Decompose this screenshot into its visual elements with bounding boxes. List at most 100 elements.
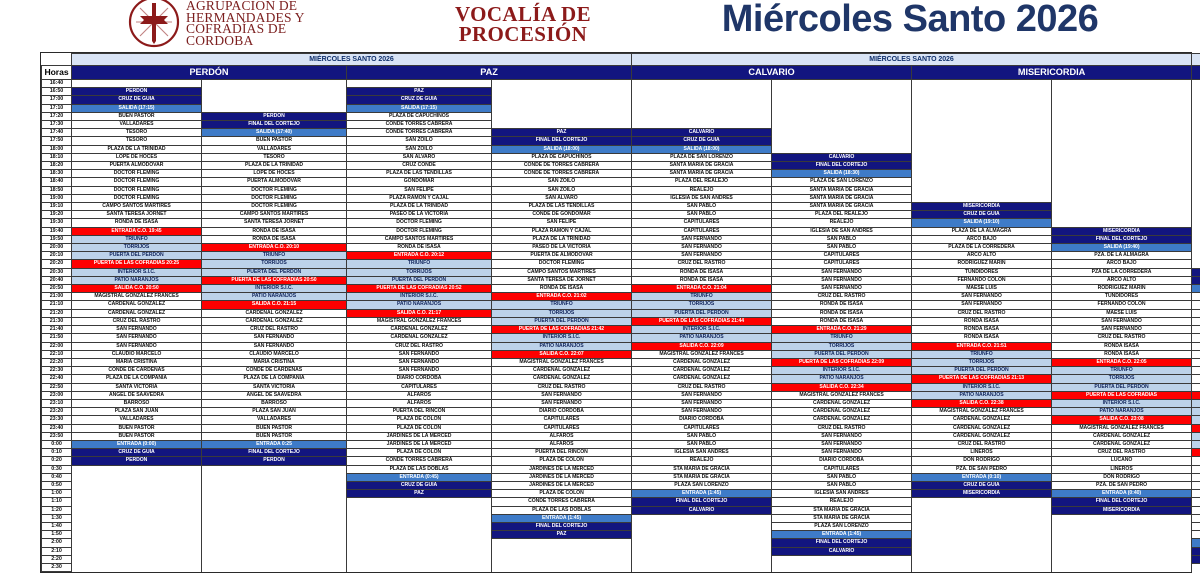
schedule-cell[interactable]: MISERICORDIA	[1052, 506, 1192, 514]
schedule-cell[interactable]: REALEJO	[632, 186, 772, 194]
schedule-cell[interactable]: PLAZA DE SAN LORENZO	[632, 153, 772, 161]
schedule-cell[interactable]: RONDA ISASA	[912, 317, 1052, 325]
schedule-cell[interactable]: ENTRADA (1:00)	[1192, 539, 1200, 547]
schedule-cell[interactable]: CRUZ DEL RASTRO	[632, 383, 772, 391]
schedule-cell[interactable]: PLAZA DE SAN LORENZO	[772, 178, 912, 186]
schedule-cell[interactable]: SALIDA (18:00)	[492, 145, 632, 153]
schedule-cell[interactable]: DOCTOR FLEMING	[202, 186, 347, 194]
schedule-cell[interactable]: STA MARIA DE GRACIA	[772, 514, 912, 522]
schedule-cell[interactable]: STA MARIA DE GRACIA	[632, 465, 772, 473]
schedule-cell[interactable]: RONDA DE ISASA	[202, 235, 347, 243]
schedule-cell[interactable]: PZA. DE SAN PEDRO	[1052, 481, 1192, 489]
schedule-cell[interactable]: SAN FELIPE	[492, 219, 632, 227]
schedule-cell[interactable]: CARDENAL GONZÁLEZ	[72, 301, 202, 309]
schedule-cell[interactable]: CLAUDIO MARCELO	[72, 350, 202, 358]
schedule-cell[interactable]: SALIDA (17:15)	[72, 104, 202, 112]
schedule-cell[interactable]: RONDA DE ISASA	[492, 285, 632, 293]
schedule-cell[interactable]: PASEO DE LA VICTORIA	[347, 211, 492, 219]
schedule-cell[interactable]: RONDA DE ISASA	[772, 317, 912, 325]
schedule-cell[interactable]: TUNDIDORES	[912, 268, 1052, 276]
schedule-cell[interactable]: RONDA DE ISASA	[72, 219, 202, 227]
schedule-cell[interactable]: SAN FERNANDO	[912, 293, 1052, 301]
schedule-cell[interactable]: BUEN PASTOR	[202, 432, 347, 440]
schedule-cell[interactable]: LOPE DE HOCES	[202, 170, 347, 178]
schedule-cell[interactable]: DOCTOR FLEMING	[347, 219, 492, 227]
schedule-cell[interactable]: INTERIOR S.I.C.	[492, 334, 632, 342]
schedule-cell[interactable]: CRUZ DEL RASTRO	[492, 383, 632, 391]
schedule-cell[interactable]: JARDINES DE LA MERCED	[347, 432, 492, 440]
schedule-cell[interactable]: SAN FERNANDO	[632, 399, 772, 407]
schedule-cell[interactable]: CONDE DE GONDOMAR	[492, 211, 632, 219]
schedule-cell[interactable]: BUEN PASTOR	[72, 112, 202, 120]
schedule-cell[interactable]: PUERTA DE SEVILLA	[1192, 301, 1200, 309]
schedule-cell[interactable]: TRIUNFO	[202, 252, 347, 260]
schedule-cell[interactable]: DOCTOR FLEMING	[72, 178, 202, 186]
schedule-cell[interactable]: ÁNGEL DE SAAVEDRA	[72, 391, 202, 399]
schedule-cell[interactable]: ENTRADA 0:25	[202, 440, 347, 448]
schedule-cell[interactable]: CRUZ DE GUÍA	[347, 481, 492, 489]
schedule-cell[interactable]: SAN FERNANDO	[632, 391, 772, 399]
schedule-cell[interactable]: CARDENAL GONZÁLEZ	[632, 358, 772, 366]
schedule-cell[interactable]: SAN FERNANDO	[347, 350, 492, 358]
schedule-cell[interactable]: SAN FELIPE	[347, 186, 492, 194]
schedule-cell[interactable]: MAGISTRAL GONZÁLEZ FRANCÉS	[1052, 424, 1192, 432]
schedule-cell[interactable]: FINAL DEL CORTEJO	[1052, 235, 1192, 243]
schedule-cell[interactable]: SANTA TERESA JORNET	[72, 211, 202, 219]
schedule-cell[interactable]: MARIA CRISTINA	[202, 358, 347, 366]
schedule-cell[interactable]: VALLADARES	[72, 416, 202, 424]
schedule-cell[interactable]: PUERTA DE LAS COFRADÍAS	[1052, 391, 1192, 399]
schedule-cell[interactable]: INTERIOR S.I.C.	[72, 268, 202, 276]
schedule-cell[interactable]: SALIDA C.O. 21:15	[202, 301, 347, 309]
schedule-cell[interactable]: CRUZ DEL RASTRO	[1052, 449, 1192, 457]
schedule-cell[interactable]: AMADOR DE LOS RÍOS	[1192, 481, 1200, 489]
schedule-cell[interactable]: PLAZA RAMON Y CAJAL	[492, 227, 632, 235]
schedule-cell[interactable]: PAZ	[347, 490, 492, 498]
schedule-cell[interactable]: SAN FERNANDO	[772, 432, 912, 440]
schedule-cell[interactable]: RONDA ISASA	[912, 334, 1052, 342]
schedule-cell[interactable]: PLAZA SAN JUAN	[202, 408, 347, 416]
schedule-cell[interactable]: CRUZ DE GUÍA	[1192, 276, 1200, 284]
schedule-cell[interactable]: PATIO NARANJOS	[772, 375, 912, 383]
schedule-cell[interactable]: FINAL DEL CORTEJO	[632, 498, 772, 506]
schedule-cell[interactable]: DOCTOR FLEMING	[72, 194, 202, 202]
schedule-cell[interactable]: PATIO NARANJOS	[72, 276, 202, 284]
schedule-cell[interactable]: SALIDA C.O. 22:07	[492, 350, 632, 358]
schedule-cell[interactable]: PERDÓN	[202, 112, 347, 120]
schedule-cell[interactable]: CARDENAL GONZÁLEZ	[347, 334, 492, 342]
schedule-cell[interactable]: IGLESIA DE SAN ANDRES	[632, 194, 772, 202]
schedule-cell[interactable]: CARDENAL GONZÁLEZ	[632, 375, 772, 383]
schedule-cell[interactable]: ARCO ALTO	[1052, 276, 1192, 284]
schedule-cell[interactable]: SANTA MARIA DE GRACIA	[772, 186, 912, 194]
schedule-cell[interactable]: TRIUNFO	[912, 350, 1052, 358]
schedule-cell[interactable]: SAN FERNANDO	[1052, 317, 1192, 325]
schedule-cell[interactable]: SAN ZOILO	[347, 137, 492, 145]
schedule-cell[interactable]: SANTA VICTORIA	[72, 383, 202, 391]
schedule-cell[interactable]: PLAZA DE LAS DOBLAS	[492, 506, 632, 514]
schedule-cell[interactable]: TRIUNFO	[1192, 473, 1200, 481]
schedule-cell[interactable]: MAGISTRAL GONZÁLEZ FRANCÉS	[772, 391, 912, 399]
schedule-cell[interactable]: PATIO NARANJOS	[202, 293, 347, 301]
schedule-cell[interactable]: JARDINES DE LA MERCED	[492, 465, 632, 473]
schedule-cell[interactable]: MAGISTRAL GONZÁLEZ FRANCÉS	[347, 317, 492, 325]
schedule-cell[interactable]: VALLADARES	[72, 121, 202, 129]
schedule-cell[interactable]: TRIUNFO	[632, 293, 772, 301]
schedule-cell[interactable]: BUEN PASTOR	[72, 424, 202, 432]
schedule-cell[interactable]: SALIDA C.O. 23:08	[1192, 449, 1200, 457]
schedule-cell[interactable]: JARDINES DE LA MERCED	[492, 481, 632, 489]
schedule-cell[interactable]: SAN FERNANDO	[632, 408, 772, 416]
schedule-cell[interactable]: ALFAROS	[347, 391, 492, 399]
schedule-cell[interactable]: CARDENAL GONZÁLEZ	[772, 408, 912, 416]
schedule-cell[interactable]: SALIDA (18:00)	[632, 145, 772, 153]
schedule-cell[interactable]: SANTA TERESA JORNET	[202, 219, 347, 227]
schedule-cell[interactable]: ENTRADA (1:45)	[632, 490, 772, 498]
schedule-cell[interactable]: PUERTA DEL PERDÓN	[347, 276, 492, 284]
schedule-cell[interactable]: ENTRADA (0:40)	[1052, 490, 1192, 498]
schedule-cell[interactable]: SAN PABLO	[772, 235, 912, 243]
schedule-cell[interactable]: RONDA DE ISASA	[632, 268, 772, 276]
schedule-cell[interactable]: BUEN PASTOR	[202, 137, 347, 145]
schedule-cell[interactable]: JARDINES DE LA MERCED	[492, 473, 632, 481]
schedule-cell[interactable]: BARROSO	[202, 399, 347, 407]
schedule-cell[interactable]: MAGISTRAL GONZÁLEZ FRANCÉS	[632, 350, 772, 358]
schedule-cell[interactable]: TRIUNFO	[772, 334, 912, 342]
schedule-cell[interactable]: LINEROS	[912, 449, 1052, 457]
